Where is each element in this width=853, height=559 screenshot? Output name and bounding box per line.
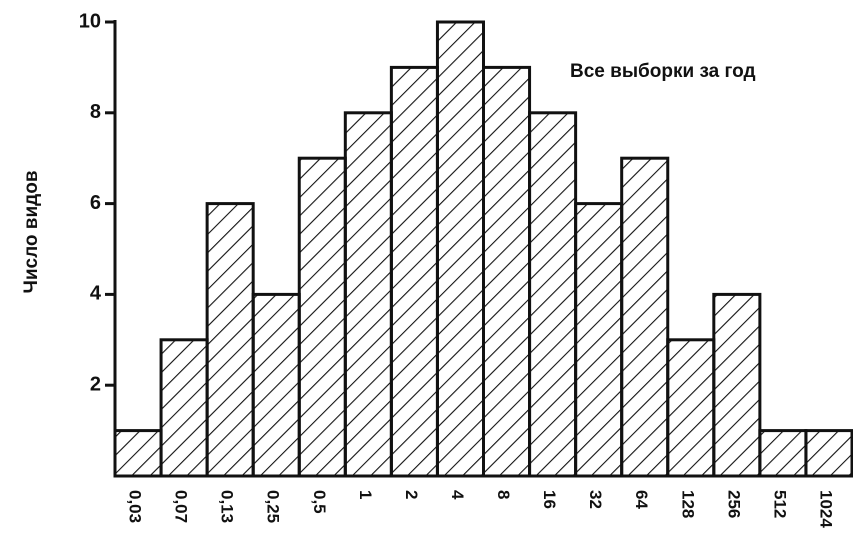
bar <box>712 292 762 478</box>
x-tick-label: 512 <box>770 490 789 518</box>
x-tick-label: 64 <box>632 490 651 509</box>
x-tick-label: 8 <box>494 490 513 499</box>
bar <box>343 111 393 478</box>
bar <box>620 156 670 478</box>
bar <box>389 65 439 478</box>
x-tick-label: 0,5 <box>310 490 329 514</box>
x-tick-label: 2 <box>402 490 421 499</box>
bar <box>251 292 301 478</box>
x-tick-label: 4 <box>448 490 467 500</box>
x-tick-label: 32 <box>586 490 605 509</box>
bar <box>113 429 163 478</box>
annotation: Все выборки за год <box>570 61 756 82</box>
x-tick-label: 16 <box>540 490 559 509</box>
y-tick-label: 4 <box>90 283 102 305</box>
x-tick-label: 1 <box>356 490 375 499</box>
y-tick-label: 10 <box>79 10 101 32</box>
y-tick-label: 2 <box>90 373 101 395</box>
x-tick-label: 1024 <box>816 490 835 528</box>
x-tick-label: 0,25 <box>264 490 283 523</box>
bar <box>666 338 716 478</box>
bar <box>758 429 808 478</box>
x-tick-label: 256 <box>724 490 743 518</box>
x-tick-label: 0,13 <box>218 490 237 523</box>
bar <box>574 202 624 478</box>
bar <box>804 429 853 478</box>
bar <box>297 156 347 478</box>
bar <box>528 111 578 478</box>
y-axis-label: Число видов <box>21 170 42 293</box>
bar <box>159 338 209 478</box>
x-tick-label: 128 <box>678 490 697 518</box>
y-tick-label: 8 <box>90 101 101 123</box>
y-tick-label: 6 <box>90 192 101 214</box>
x-tick-label: 0,03 <box>126 490 145 523</box>
bar <box>205 202 255 478</box>
bar <box>435 20 485 478</box>
x-tick-label: 0,07 <box>172 490 191 523</box>
bar <box>482 65 532 478</box>
